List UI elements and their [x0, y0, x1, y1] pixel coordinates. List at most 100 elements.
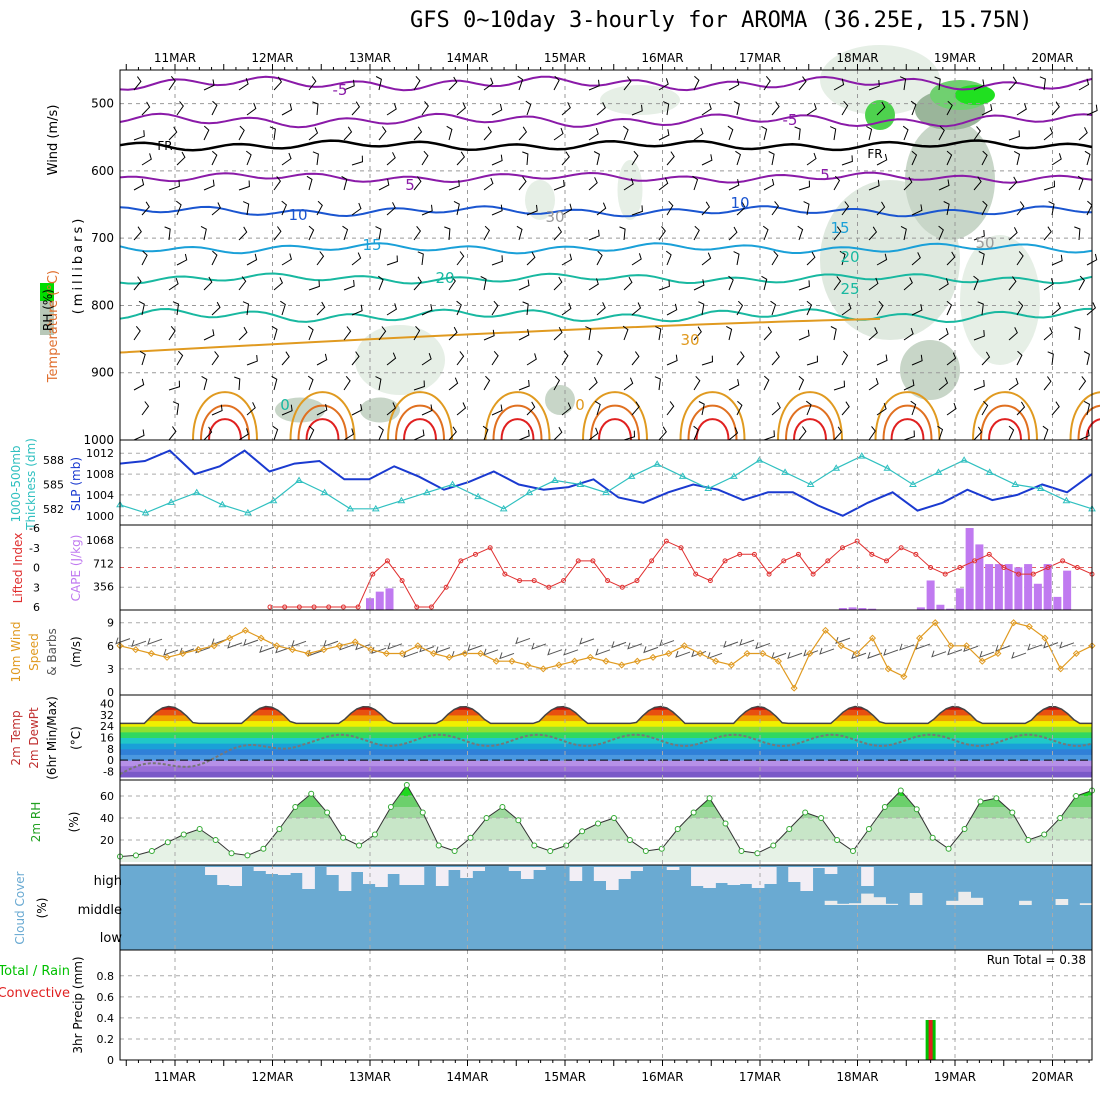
- page-title: GFS 0~10day 3-hourly for AROMA (36.25E, …: [410, 8, 1033, 33]
- bl-contour: [598, 418, 632, 441]
- temp-band: [120, 743, 1092, 750]
- contour-label: 15: [830, 219, 849, 237]
- wind-barb: [518, 279, 530, 291]
- wind-barb: [553, 426, 563, 441]
- wind-barb: [553, 226, 563, 241]
- cape-bar: [385, 588, 394, 610]
- wind-barb: [662, 101, 670, 116]
- wind-barb: [902, 125, 909, 141]
- wind-barb: [238, 78, 249, 91]
- wind-barb: [491, 204, 503, 216]
- contour-label: 5: [405, 176, 415, 194]
- bl-contour: [988, 418, 1022, 441]
- wind-barb: [1086, 302, 1097, 316]
- wind-barb: [175, 200, 182, 216]
- li-point: [913, 551, 919, 557]
- bl-contour: [890, 418, 925, 441]
- label-minmax: (6hr Min/Max): [45, 696, 59, 780]
- wind-barb: [655, 326, 662, 341]
- li-point: [884, 558, 889, 564]
- wind-barb: [794, 126, 801, 141]
- wind-barb: [733, 251, 740, 266]
- thickness-point: [167, 498, 176, 505]
- wind-barb: [946, 402, 957, 416]
- wind-barb: [1039, 76, 1046, 91]
- wind10-point: [304, 649, 312, 658]
- thickness-point: [806, 480, 815, 487]
- wind-barb: [491, 103, 503, 116]
- wind-barb: [308, 280, 320, 291]
- label-wind10-4: (m/s): [69, 636, 83, 667]
- wind10-point: [649, 653, 657, 661]
- wind10-point: [210, 642, 218, 650]
- ytick-upper: 900: [91, 366, 114, 380]
- rh-point: [722, 820, 729, 827]
- date-label-top: 15MAR: [544, 51, 586, 65]
- wind-barb: [666, 303, 678, 316]
- thickness-point: [653, 460, 662, 467]
- wind-barb: [1051, 401, 1060, 416]
- wind-barb: [733, 100, 740, 116]
- temp-band: [120, 698, 1092, 704]
- wind-barb: [798, 280, 810, 291]
- cloud-high: [277, 867, 291, 875]
- wind-barb: [728, 226, 738, 241]
- wind-barb: [351, 304, 363, 316]
- wind-barb: [561, 102, 571, 116]
- wind-barb: [246, 102, 257, 116]
- bl-contour: [679, 391, 746, 441]
- wind-barb: [1043, 376, 1052, 391]
- wind-barb: [763, 326, 773, 341]
- bl-contour: [582, 391, 648, 441]
- cape-bar: [1033, 583, 1042, 610]
- cape-bar: [375, 591, 384, 610]
- temp-band: [120, 765, 1092, 772]
- wind-barb: [868, 80, 880, 91]
- li-point: [355, 604, 361, 610]
- wind-barb: [978, 251, 985, 266]
- wind-barb: [728, 179, 740, 191]
- rh-shade: [545, 385, 575, 415]
- li-point: [795, 551, 801, 557]
- li-point: [384, 558, 390, 564]
- wind-barb: [911, 354, 923, 366]
- wind-barb: [1008, 227, 1018, 241]
- precip-panel: [120, 950, 1092, 1060]
- wind-barb: [308, 76, 317, 91]
- wind-barb: [133, 276, 142, 291]
- cloud-high: [387, 867, 400, 874]
- li-point: [869, 551, 875, 557]
- rh-point: [802, 809, 809, 816]
- thickness-point: [781, 468, 789, 475]
- wind10-point: [853, 649, 861, 658]
- cloud-high: [460, 867, 473, 878]
- wind-barb: [483, 177, 494, 191]
- bl-contour: [200, 404, 250, 441]
- wind-barb: [133, 76, 142, 91]
- wind-barb: [378, 275, 384, 291]
- wind-barb: [841, 350, 849, 366]
- cloud-high: [751, 867, 765, 888]
- wind10-point: [884, 665, 892, 673]
- wind-barb: [727, 125, 734, 141]
- contour-label: 50: [975, 234, 994, 252]
- rh-point: [913, 806, 920, 813]
- wind-barb: [168, 75, 176, 91]
- cloud-high: [739, 867, 753, 884]
- cloud-high: [326, 867, 340, 875]
- wind-barb: [271, 375, 278, 391]
- wind-barb: [876, 153, 888, 166]
- rh-point: [674, 826, 681, 832]
- thickness-point: [550, 476, 559, 483]
- rh-point: [706, 795, 713, 802]
- label-total-rain: Total / Rain: [0, 964, 70, 979]
- wind-barb: [798, 426, 807, 441]
- wind-barb: [448, 426, 457, 441]
- thickness-point: [857, 452, 866, 459]
- li-point: [590, 558, 596, 564]
- wind-barb: [446, 125, 453, 141]
- rh-point: [515, 817, 522, 824]
- wind-barb: [242, 201, 250, 216]
- bl-contour: [590, 404, 640, 441]
- wind-barb: [1043, 278, 1054, 291]
